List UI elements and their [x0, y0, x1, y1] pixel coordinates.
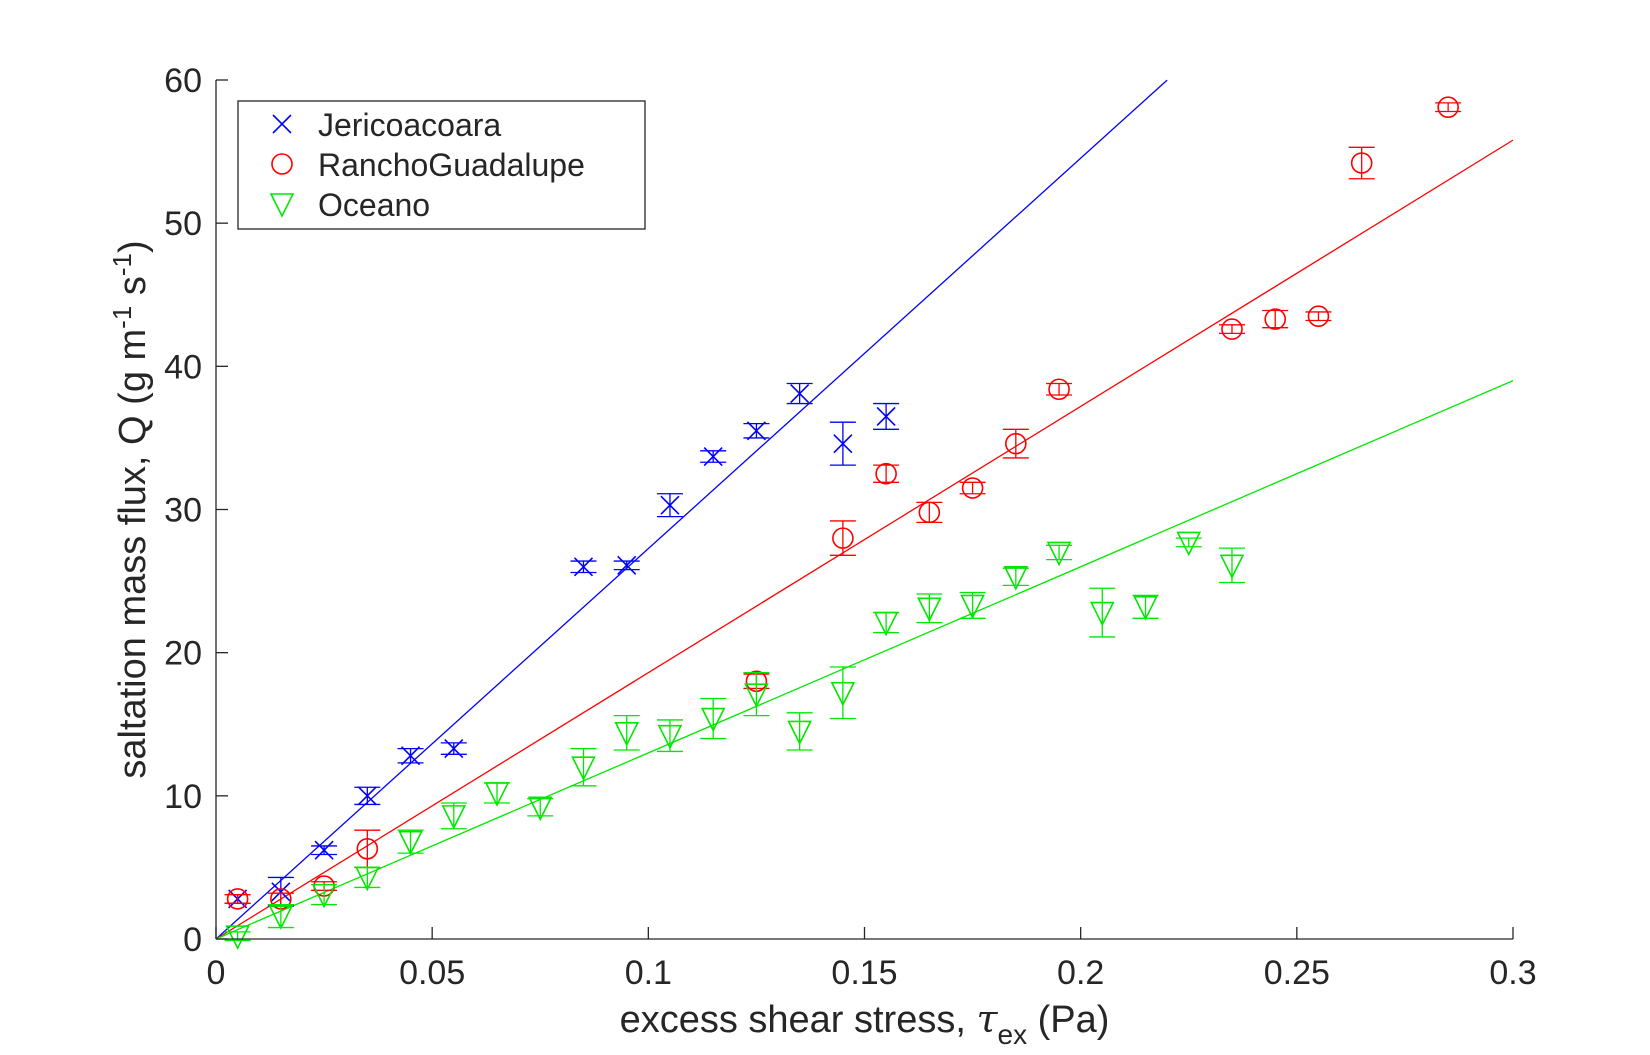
error-bar	[354, 829, 381, 869]
legend-label-ranchoguadalupe: RanchoGuadalupe	[318, 147, 585, 183]
legend-box	[237, 100, 646, 230]
error-bar	[1002, 567, 1029, 587]
data-point	[271, 882, 291, 902]
error-bar	[1262, 309, 1289, 329]
data-point	[617, 555, 637, 575]
error-bar	[1348, 146, 1375, 180]
series-jericoacoara	[224, 382, 900, 909]
data-point	[918, 501, 941, 524]
data-point	[614, 722, 640, 747]
data-point	[744, 683, 769, 708]
data-point	[1219, 554, 1245, 580]
data-point	[1089, 601, 1115, 627]
data-point	[832, 527, 854, 549]
error-bar	[1132, 594, 1159, 619]
data-point	[657, 724, 683, 750]
data-point	[484, 782, 510, 807]
data-point	[398, 830, 423, 856]
error-bar	[829, 520, 856, 556]
data-point	[875, 462, 897, 485]
data-point	[876, 406, 896, 427]
data-point	[830, 681, 856, 707]
x-axis-label: excess shear stress, τex (Pa)	[620, 997, 1110, 1050]
data-point	[700, 707, 726, 733]
data-point	[314, 840, 334, 860]
data-point	[1221, 318, 1243, 340]
y-tick-label: 60	[164, 62, 202, 100]
y-tick-label: 40	[164, 348, 202, 386]
data-point	[1307, 305, 1330, 328]
data-point	[355, 866, 380, 892]
data-point	[444, 739, 464, 759]
data-point	[703, 446, 723, 467]
data-point	[573, 557, 594, 577]
error-bar	[397, 829, 424, 854]
data-point	[268, 905, 294, 930]
x-tick-label: 0.2	[1057, 954, 1104, 992]
series-oceano	[224, 531, 1245, 950]
data-point	[746, 421, 766, 441]
data-point	[1264, 308, 1287, 330]
x-tick-label: 0.05	[399, 954, 465, 992]
x-tick-label: 0.3	[1489, 954, 1536, 992]
error-bar	[700, 697, 727, 740]
legend-marker-ranchoguadalupe	[271, 153, 293, 175]
data-point	[1003, 565, 1029, 591]
data-point	[790, 383, 810, 404]
data-point	[1176, 531, 1202, 557]
error-bar	[829, 666, 856, 720]
fit-line-ranchoguadalupe	[215, 139, 1514, 940]
data-point	[400, 746, 421, 766]
data-point	[1437, 96, 1459, 119]
error-bar	[873, 464, 900, 483]
fit-line-oceano	[215, 380, 1514, 940]
data-point	[1350, 152, 1373, 174]
error-bar	[527, 798, 554, 817]
data-point	[356, 838, 379, 860]
data-point	[527, 796, 553, 822]
legend-marker-jericoacoara	[272, 114, 292, 134]
legend-marker-oceano	[269, 193, 295, 218]
error-bar	[1046, 544, 1073, 561]
data-point	[961, 477, 984, 499]
y-tick-label: 50	[164, 205, 202, 243]
error-bar	[743, 672, 770, 717]
data-point	[1005, 432, 1027, 455]
data-point	[1046, 541, 1072, 567]
error-bar	[959, 591, 986, 619]
x-tick-label: 0.25	[1264, 954, 1330, 992]
data-point	[1048, 378, 1070, 401]
y-tick-label: 30	[164, 492, 202, 530]
y-tick-label: 0	[183, 921, 202, 959]
error-bar	[440, 802, 467, 830]
data-point	[917, 597, 942, 623]
x-tick-label: 0.15	[831, 954, 897, 992]
data-point	[873, 611, 899, 637]
data-point	[441, 805, 467, 830]
data-point	[833, 434, 853, 454]
legend-label-jericoacoara: Jericoacoara	[318, 107, 501, 143]
y-tick-label: 20	[164, 635, 202, 673]
data-point	[660, 495, 680, 515]
legend: Jericoacoara RanchoGuadalupe Oceano	[237, 100, 646, 230]
x-tick-label: 0.1	[625, 954, 672, 992]
data-point	[311, 883, 337, 909]
data-point	[226, 888, 249, 910]
data-point	[571, 756, 596, 781]
error-bar	[267, 903, 294, 929]
x-tick-label: 0	[207, 954, 226, 992]
data-point	[787, 720, 812, 746]
data-point	[1133, 596, 1158, 621]
error-bar	[1175, 537, 1202, 548]
error-bar	[1089, 587, 1116, 638]
data-point	[960, 594, 985, 620]
fit-line-jericoacoara	[215, 79, 1168, 940]
data-point	[357, 786, 377, 806]
y-axis-label: saltation mass flux, Q (g m-1 s-1)	[107, 240, 154, 778]
y-tick-label: 10	[164, 778, 202, 816]
data-point	[225, 925, 250, 950]
legend-label-oceano: Oceano	[318, 187, 430, 223]
